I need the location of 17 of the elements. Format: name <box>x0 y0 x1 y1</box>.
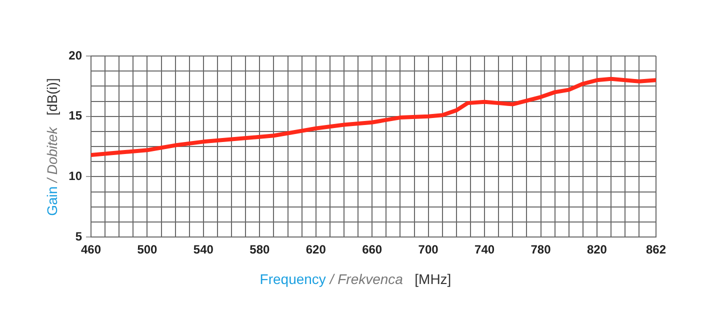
y-tick-label: 15 <box>68 108 82 123</box>
y-tick-label: 5 <box>75 229 82 244</box>
x-axis-title: Frequency / Frekvenca [MHz] <box>258 271 452 287</box>
x-tick-label: 460 <box>80 242 102 257</box>
y-tick-label: 10 <box>68 168 82 183</box>
x-tick-label: 862 <box>646 242 666 257</box>
x-tick-label: 500 <box>137 242 158 257</box>
x-tick-label: 540 <box>193 242 214 257</box>
x-tick-label: 820 <box>586 242 608 257</box>
x-tick-label: 620 <box>306 242 326 257</box>
y-axis-title: Gain / Dobitek [dB(i)] <box>44 78 60 216</box>
y-tick-label: 20 <box>68 48 82 62</box>
x-tick-label: 660 <box>362 242 382 257</box>
x-tick-label: 580 <box>250 242 270 257</box>
x-tick-label: 700 <box>418 242 439 257</box>
x-tick-label: 780 <box>530 242 552 257</box>
x-tick-label: 740 <box>474 242 495 257</box>
